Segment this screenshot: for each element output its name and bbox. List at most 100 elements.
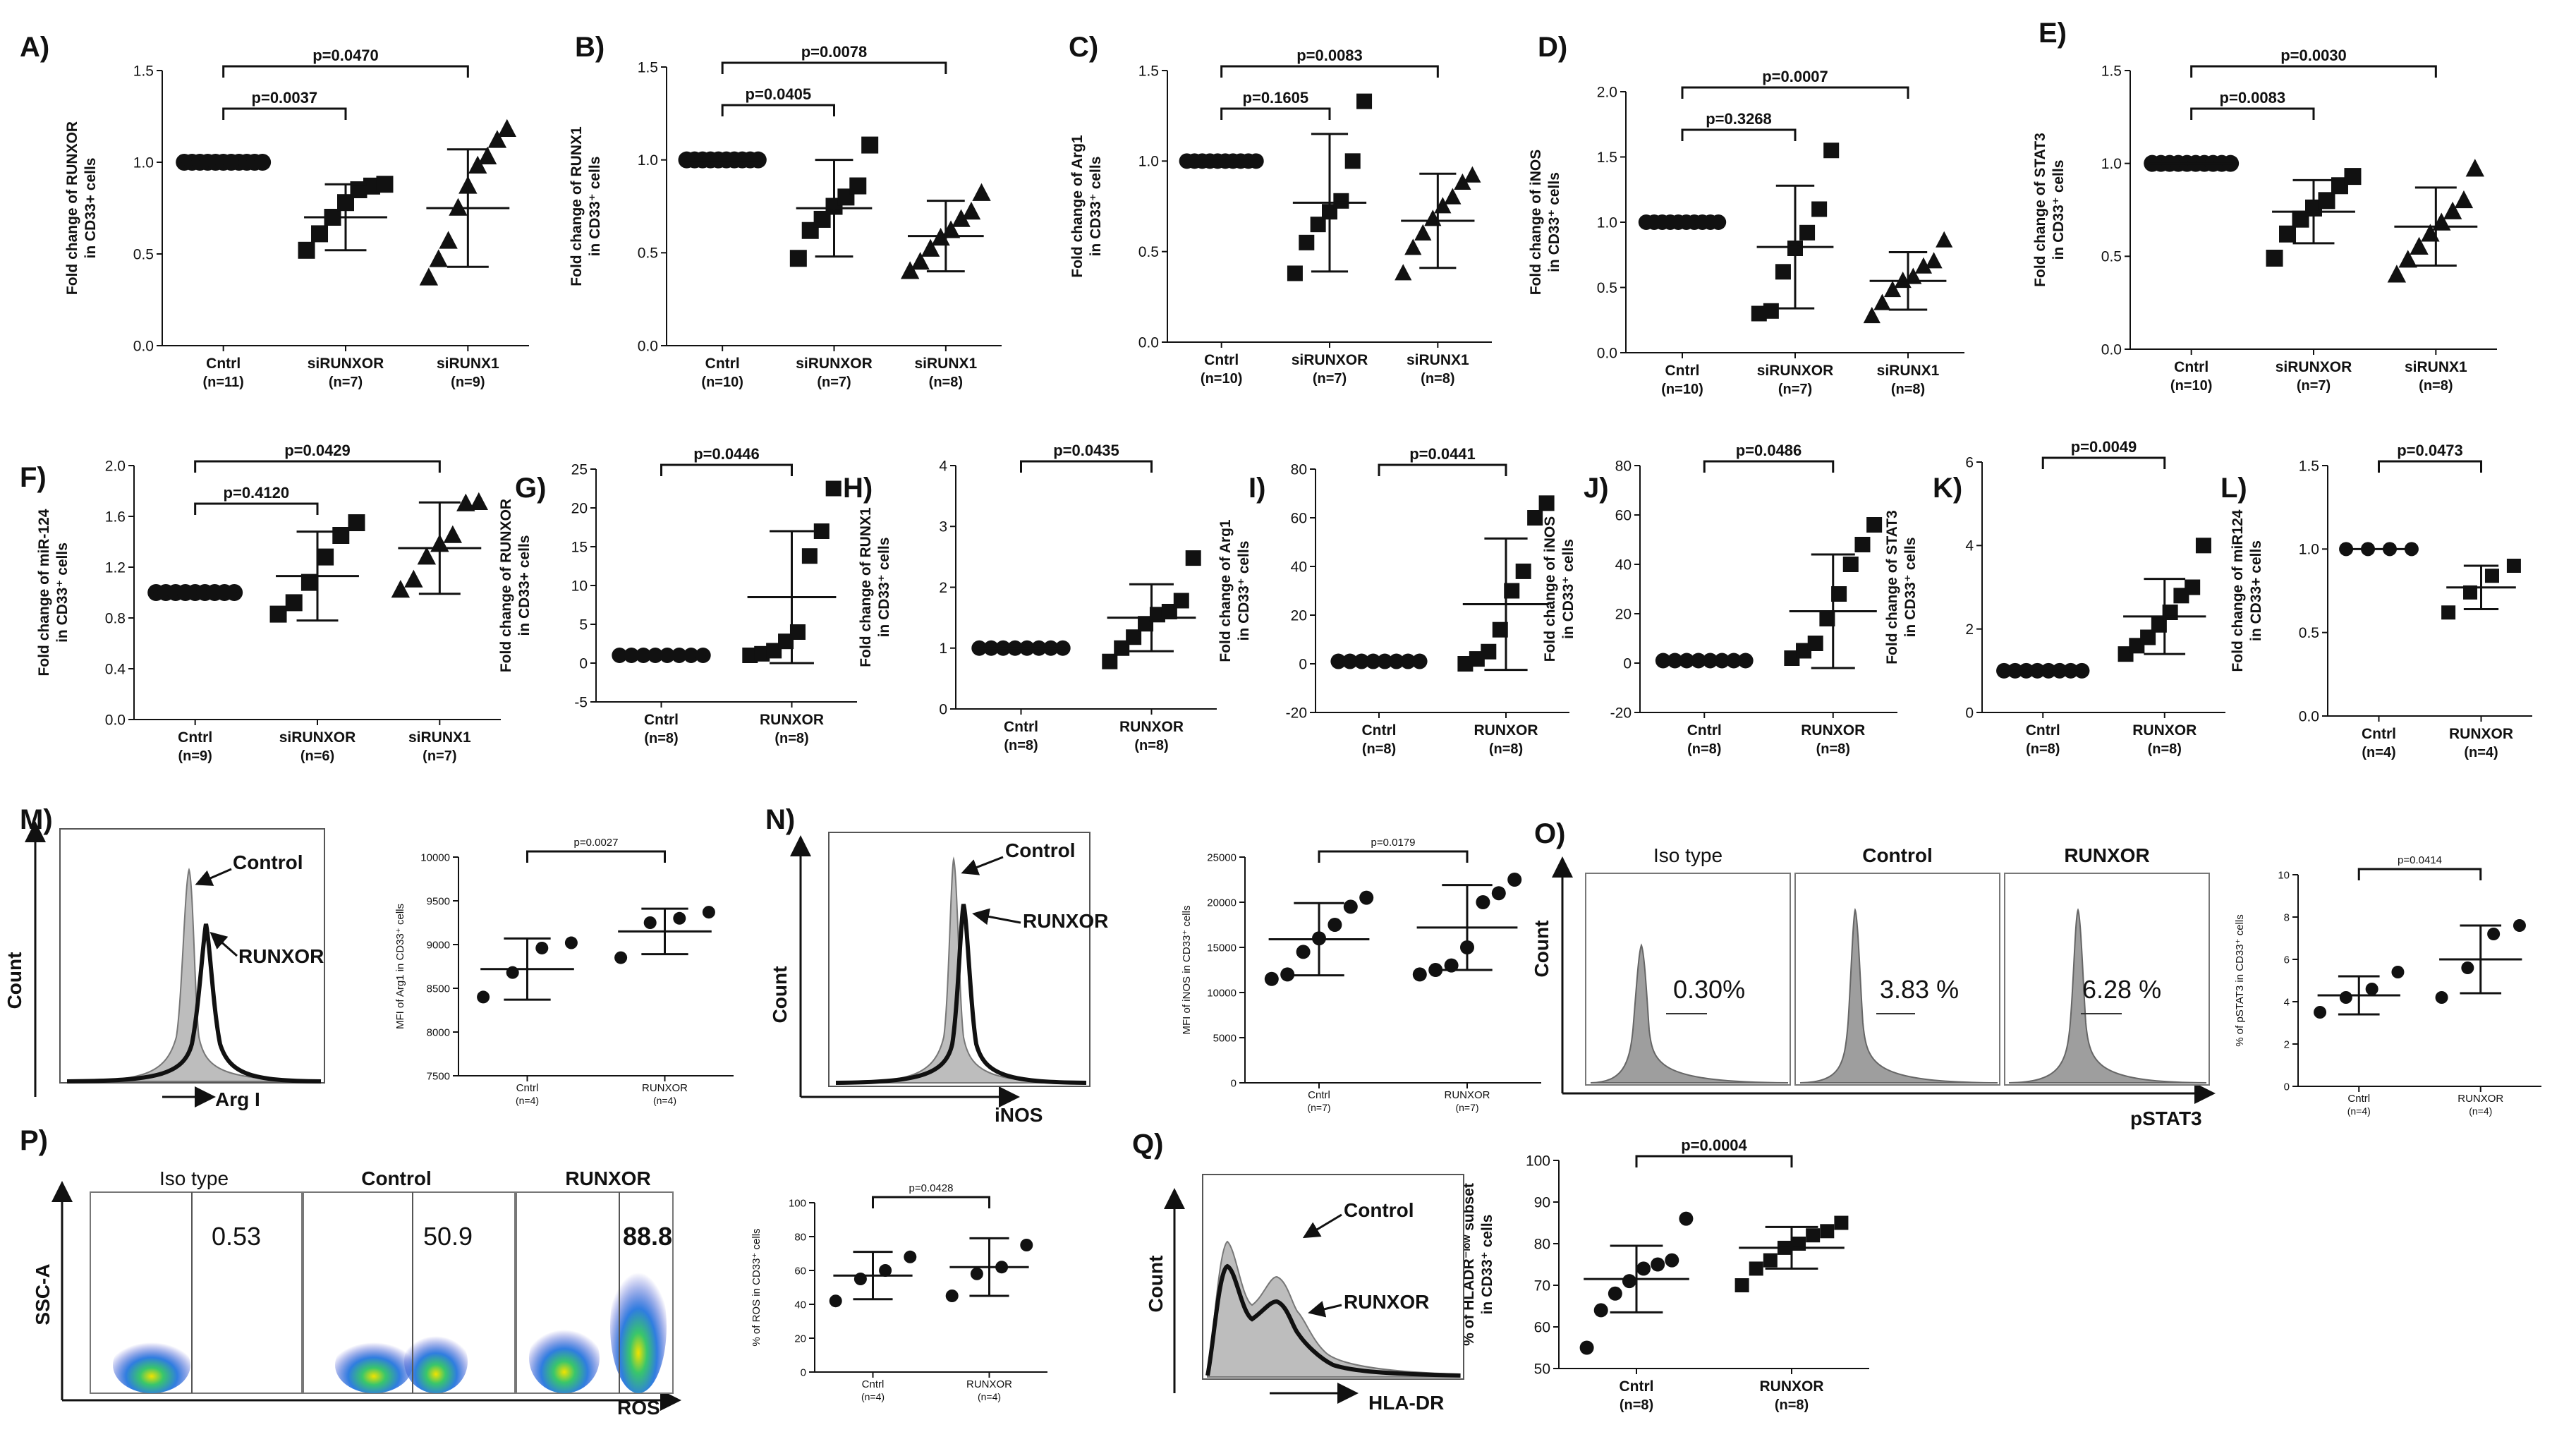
plot-i-data-point: [1527, 510, 1543, 526]
plot-a-category-n: (n=7): [329, 375, 363, 390]
plot-q-y-tick-label: 100: [1526, 1153, 1550, 1169]
plot-m-data-point: [673, 911, 686, 925]
histogram-m-control-arrow: [195, 868, 232, 886]
plot-a-data-point: [439, 231, 458, 249]
plot-n-data-point: [1296, 945, 1311, 959]
plot-f-category-label: siRUNX1: [408, 729, 471, 746]
histogram-n-runxor-label: RUNXOR: [1023, 910, 1108, 932]
plot-o-data-point: [2435, 991, 2448, 1004]
plot-g-category-label: RUNXOR: [760, 712, 824, 728]
panel-label-g: G): [515, 473, 546, 504]
plot-m-data-point: [702, 906, 715, 919]
plot-e-data-point: [2279, 225, 2297, 243]
plot-a-y-tick-label: 0.5: [133, 246, 154, 262]
plot-d-data-point: [1863, 307, 1881, 324]
plot-c-data-point: [1454, 173, 1471, 190]
plot-p-data-point: [970, 1267, 983, 1280]
plot-g-data-point: [801, 548, 818, 564]
plot-k-data-point: [2185, 579, 2201, 595]
plot-j-data-point: [1866, 517, 1883, 533]
plot-o-category-label: RUNXOR: [2457, 1093, 2503, 1105]
histogram-q-runxor-arrow: [1308, 1301, 1342, 1318]
plot-a-data-point: [449, 198, 468, 216]
plot-k-y-label: in CD33⁺ cells: [1902, 538, 1919, 638]
scatter-plot-q: 50 60 70 80 90 100 % of HLADR⁻ˡᵒʷ subset in CD3…: [1461, 1136, 1869, 1413]
plot-n-data-point: [1428, 963, 1443, 977]
plot-p-data-point: [1020, 1239, 1033, 1251]
scatter-plot-a: 0.0 0.5 1.0 1.5 Fold change of RUNXOR in CD33…: [64, 47, 529, 390]
plot-h-data-point: [1138, 616, 1154, 632]
plot-b-data-point: [911, 252, 930, 270]
plot-b-category-label: siRUNXOR: [796, 356, 873, 372]
plot-f-data-point: [469, 492, 488, 510]
histogram-q-control-curve: [1207, 1240, 1461, 1378]
plot-q-category-n: (n=8): [1775, 1397, 1809, 1413]
plot-q-data-point: [1622, 1274, 1636, 1289]
plot-n-data-point: [1280, 967, 1295, 982]
plot-n-data-point: [1476, 895, 1490, 909]
plot-b-category-label: Cntrl: [705, 356, 740, 372]
plot-q-y-tick-label: 70: [1534, 1278, 1550, 1294]
plot-p-category-n: (n=4): [978, 1391, 1001, 1402]
plot-j-p-value: p=0.0486: [1736, 442, 1802, 459]
plot-n-y-tick-label: 20000: [1207, 897, 1237, 909]
plot-n-data-point: [1328, 918, 1342, 932]
plot-j-y-label: in CD33⁺ cells: [1560, 539, 1576, 639]
plot-d-y-tick-label: 0.5: [1597, 280, 1617, 296]
plot-i-data-point: [1492, 621, 1508, 638]
panel-label-p: P): [20, 1125, 48, 1156]
plot-n-y-tick-label: 5000: [1213, 1032, 1237, 1044]
plot-g-category-n: (n=8): [774, 731, 808, 746]
plot-g-p-value: p=0.0446: [693, 445, 760, 463]
plot-k-significance-bracket: [2041, 456, 2166, 469]
plot-a-y-tick-label: 1.5: [133, 63, 154, 79]
histogram-m-x-label: Arg I: [215, 1088, 260, 1110]
plot-f-category-label: siRUNXOR: [279, 729, 356, 746]
plot-f-significance-bracket: [194, 460, 441, 473]
plot-b-data-point: [921, 238, 940, 257]
plot-d-data-point: [1811, 201, 1828, 217]
panel-label-q: Q): [1132, 1129, 1163, 1160]
plot-f-y-tick-label: 2.0: [105, 458, 126, 474]
plot-f-category-n: (n=9): [178, 748, 212, 764]
plot-d-y-label: in CD33⁺ cells: [1546, 172, 1562, 272]
plot-b-y-label: in CD33⁺ cells: [587, 157, 603, 257]
panel-label-k: K): [1933, 473, 1962, 504]
plot-q-significance-bracket: [1635, 1155, 1793, 1167]
plot-k-data-point: [2140, 629, 2156, 645]
plot-m-y-tick-label: 9500: [427, 895, 450, 907]
plot-n-category-label: RUNXOR: [1444, 1089, 1490, 1101]
plot-f-data-point: [391, 580, 411, 598]
plot-e-y-label: Fold change of STAT3: [2032, 133, 2048, 287]
plot-c-data-point: [1333, 193, 1349, 209]
plot-a-p-value: p=0.0470: [312, 47, 379, 64]
density-p-control-cloud-2: [404, 1330, 468, 1393]
plot-c-y-tick-label: 0.5: [1138, 244, 1159, 260]
plot-h-y-tick-label: 1: [939, 641, 947, 657]
plot-m-category-n: (n=4): [653, 1095, 676, 1106]
histogram-n-control-label: Control: [1005, 839, 1076, 861]
plot-d-category-n: (n=7): [1778, 382, 1812, 397]
plot-o-data-point: [2339, 991, 2352, 1004]
histogram-o-iso-title: Iso type: [1653, 844, 1723, 866]
plot-f-data-point: [417, 547, 437, 565]
plot-g-data-point: [754, 645, 770, 662]
plot-j-category-n: (n=8): [1816, 741, 1850, 757]
plot-f-data-point: [332, 527, 350, 544]
plot-l-category-n: (n=4): [2464, 745, 2498, 760]
plot-c-category-n: (n=10): [1201, 371, 1242, 387]
plot-o-y-tick-label: 8: [2284, 911, 2290, 923]
plot-c-category-label: siRUNX1: [1407, 352, 1469, 368]
plot-b-y-label: Fold change of RUNX1: [569, 126, 585, 286]
plot-j-y-tick-label: 40: [1615, 557, 1632, 573]
scatter-plot-f: 0.0 0.4 0.8 1.2 1.6 2.0 Fold change of miR-124…: [36, 442, 501, 764]
plot-g-data-point: [778, 633, 794, 650]
histogram-o-control-title: Control: [1862, 844, 1933, 866]
plot-a-data-point: [497, 119, 516, 137]
plot-p-category-n: (n=4): [861, 1391, 885, 1402]
plot-o-data-point: [2487, 928, 2501, 940]
plot-a-significance-bracket: [222, 107, 347, 120]
plot-c-category-label: siRUNXOR: [1292, 352, 1368, 368]
plot-o-y-label: % of pSTAT3 in CD33⁺ cells: [2234, 914, 2246, 1046]
panel-label-l: L): [2220, 473, 2247, 504]
